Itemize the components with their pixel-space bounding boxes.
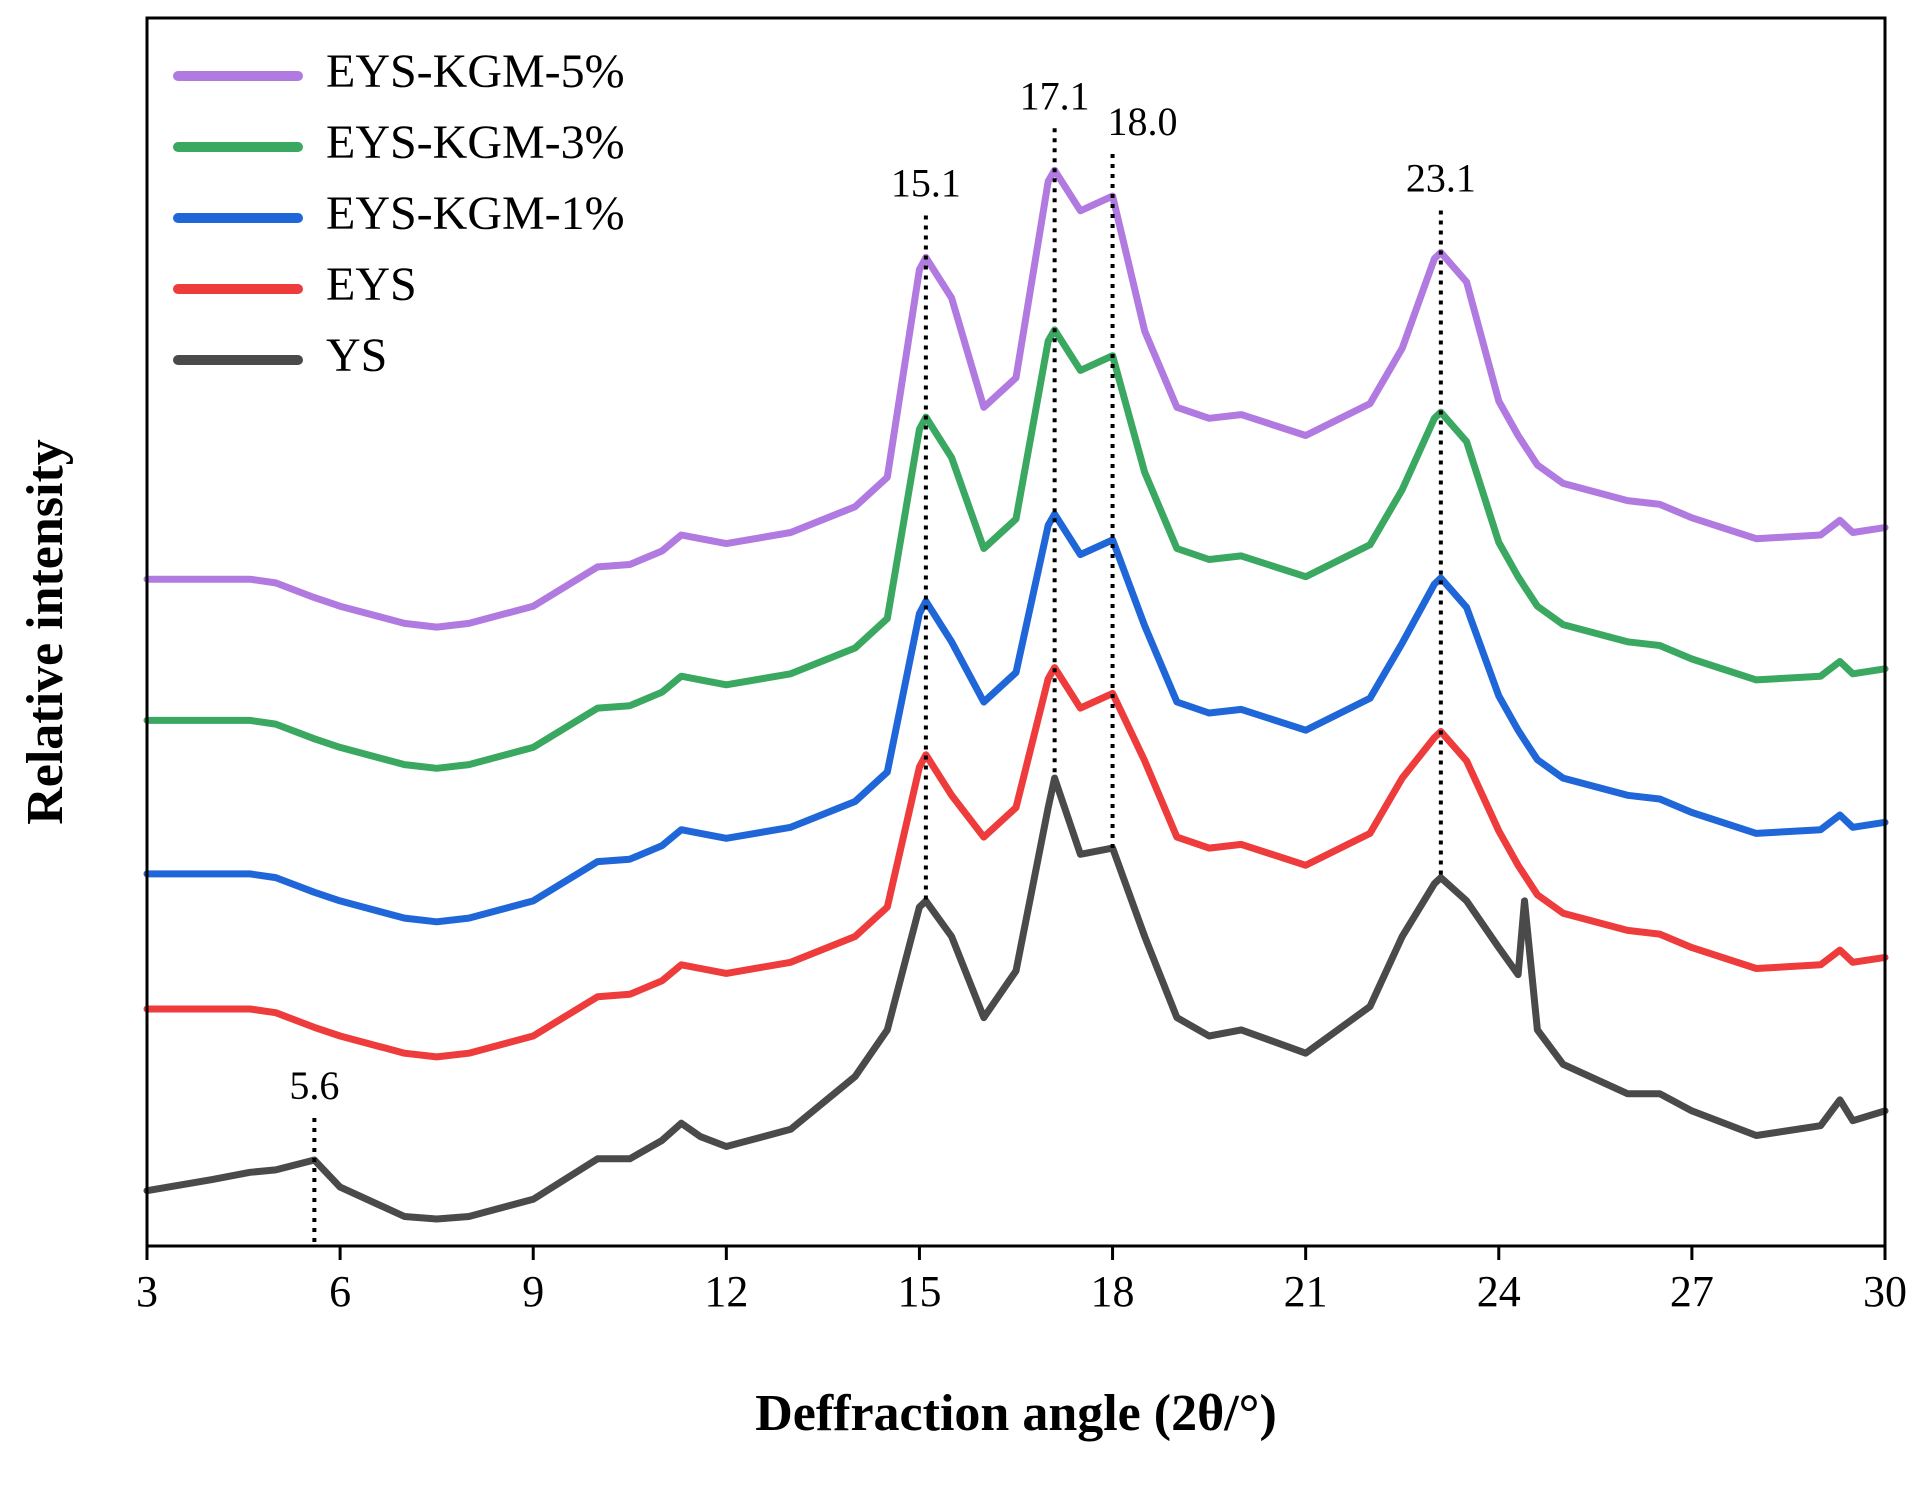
x-tick-label: 21	[1284, 1267, 1328, 1316]
x-tick-label: 30	[1863, 1267, 1907, 1316]
x-tick-label: 3	[136, 1267, 158, 1316]
annotation-label: 23.1	[1406, 156, 1476, 201]
x-tick-label: 15	[897, 1267, 941, 1316]
x-tick-label: 9	[522, 1267, 544, 1316]
annotation-label: 15.1	[891, 161, 961, 206]
legend-label: YS	[326, 329, 387, 382]
legend-label: EYS-KGM-3%	[326, 116, 625, 169]
x-tick-label: 27	[1670, 1267, 1714, 1316]
legend-label: EYS-KGM-1%	[326, 187, 625, 240]
plot-frame	[145, 16, 1887, 1248]
series-line	[143, 774, 1889, 1223]
legend-label: EYS-KGM-5%	[326, 45, 625, 98]
x-tick-label: 6	[329, 1267, 351, 1316]
series-line	[143, 664, 1889, 1061]
x-tick-label: 18	[1091, 1267, 1135, 1316]
annotation-label: 18.0	[1108, 99, 1178, 144]
annotation-label: 17.1	[1020, 73, 1090, 118]
series-line	[143, 510, 1889, 926]
x-tick-label: 24	[1477, 1267, 1521, 1316]
annotation-label: 5.6	[289, 1063, 339, 1108]
x-tick-label: 12	[704, 1267, 748, 1316]
series-line	[143, 326, 1889, 772]
legend-label: EYS	[326, 258, 417, 311]
y-axis-label: Relative intensity	[17, 439, 74, 825]
x-axis-label: Deffraction angle (2θ/°)	[755, 1385, 1277, 1442]
